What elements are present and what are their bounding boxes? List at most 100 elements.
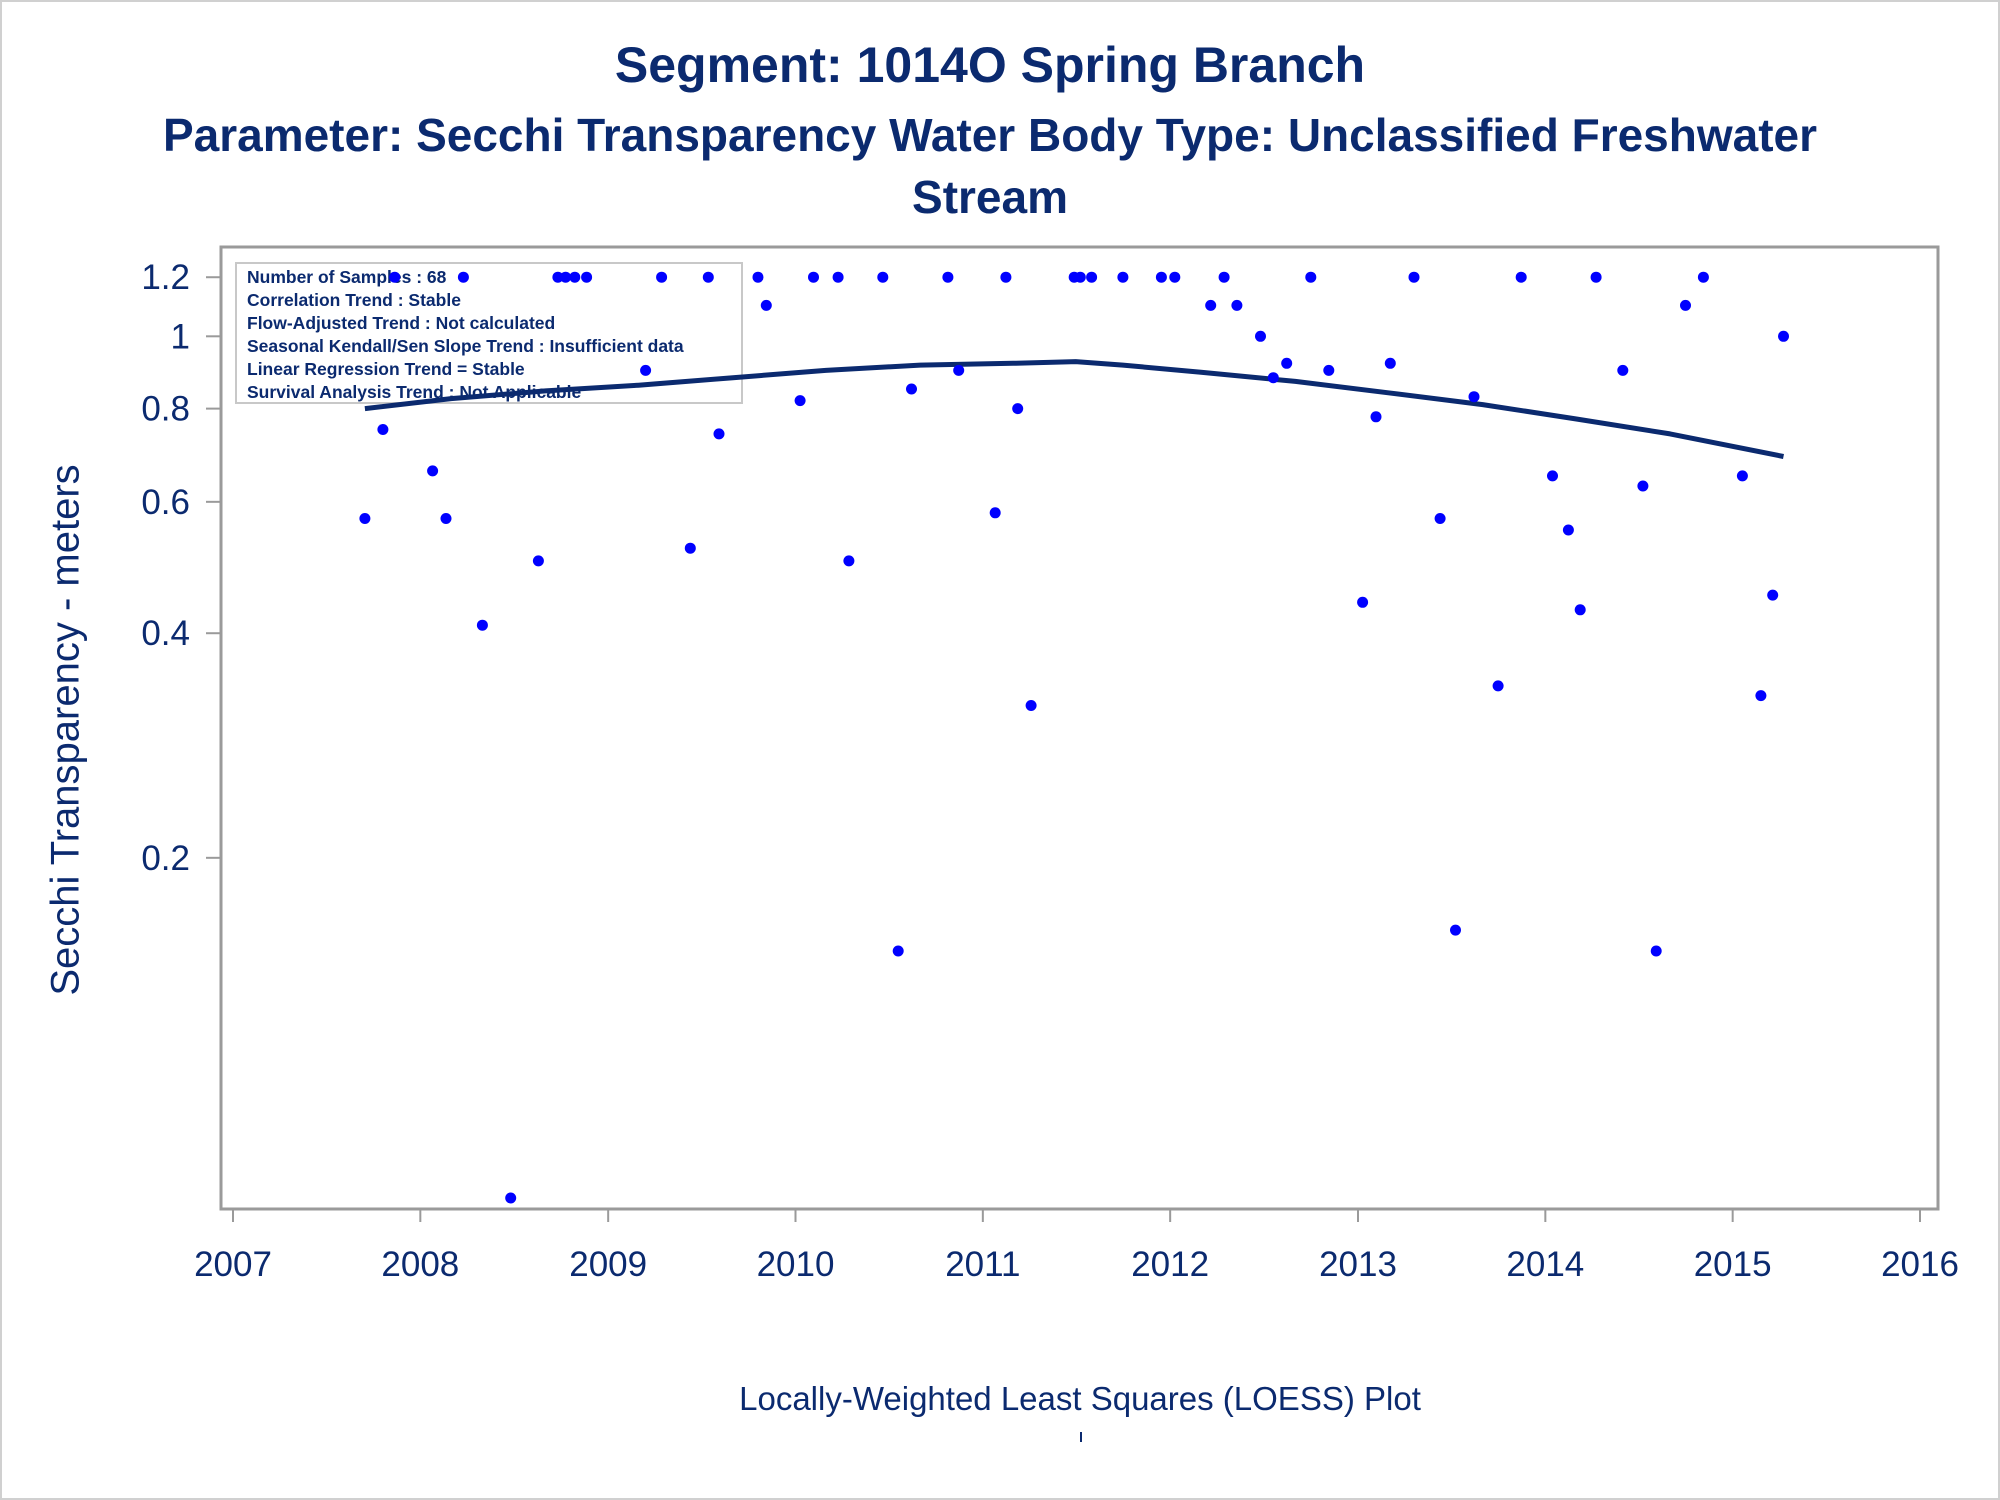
data-point bbox=[1755, 690, 1767, 702]
data-point bbox=[1492, 680, 1504, 692]
loess-line bbox=[364, 359, 1784, 459]
data-point bbox=[1370, 411, 1382, 423]
data-point bbox=[1697, 271, 1709, 283]
data-point bbox=[1767, 589, 1779, 601]
data-point bbox=[1025, 700, 1037, 711]
x-tick-label: 2011 bbox=[945, 1245, 1020, 1284]
data-point bbox=[752, 271, 764, 283]
data-point bbox=[1547, 470, 1558, 482]
data-point bbox=[1778, 330, 1789, 342]
data-point bbox=[1357, 596, 1369, 608]
x-tick-label: 2012 bbox=[1131, 1245, 1209, 1284]
plot-caption: Locally-Weighted Least Squares (LOESS) P… bbox=[739, 1380, 1421, 1417]
data-point bbox=[1012, 403, 1024, 415]
data-point bbox=[877, 271, 889, 283]
x-tick-label: 2010 bbox=[757, 1245, 835, 1284]
data-point bbox=[1231, 299, 1243, 311]
y-tick-label: 0.2 bbox=[141, 839, 190, 878]
data-point bbox=[892, 945, 904, 957]
data-point bbox=[953, 364, 965, 376]
x-tick-label: 2008 bbox=[381, 1245, 459, 1284]
data-point bbox=[843, 555, 855, 567]
data-point bbox=[427, 465, 439, 477]
stats-line: Correlation Trend : Stable bbox=[247, 290, 461, 310]
data-point bbox=[702, 271, 714, 283]
data-point bbox=[1450, 924, 1461, 936]
loess-series bbox=[364, 359, 1784, 459]
data-point bbox=[581, 271, 593, 283]
data-point bbox=[1086, 271, 1098, 283]
data-point bbox=[1117, 271, 1129, 283]
data-point bbox=[359, 513, 371, 524]
data-point bbox=[1562, 524, 1574, 536]
chart-title: Segment: 1014O Spring Branch bbox=[614, 37, 1366, 93]
data-point bbox=[1434, 513, 1446, 524]
data-point bbox=[1574, 604, 1586, 616]
stats-line: Flow-Adjusted Trend : Not calculated bbox=[247, 313, 555, 333]
data-point bbox=[713, 428, 725, 440]
data-point bbox=[1000, 271, 1012, 283]
data-point bbox=[532, 555, 544, 567]
data-point bbox=[560, 271, 572, 283]
x-tick-label: 2014 bbox=[1506, 1245, 1584, 1284]
data-point bbox=[1736, 470, 1748, 482]
data-point bbox=[1637, 480, 1649, 492]
data-point bbox=[1680, 299, 1691, 311]
caption-mark bbox=[1080, 1432, 1082, 1442]
stats-box-border bbox=[235, 262, 743, 404]
data-point bbox=[569, 271, 581, 283]
data-point bbox=[1281, 357, 1293, 369]
data-point bbox=[476, 619, 488, 631]
data-point bbox=[794, 395, 806, 407]
stats-line: Number of Samples : 68 bbox=[247, 267, 447, 287]
stats-line: Seasonal Kendall/Sen Slope Trend : Insuf… bbox=[247, 336, 684, 356]
data-point bbox=[1218, 271, 1230, 283]
data-point bbox=[457, 271, 469, 283]
data-point bbox=[1590, 271, 1602, 283]
data-point bbox=[808, 271, 819, 283]
x-tick-label: 2016 bbox=[1881, 1245, 1959, 1284]
data-point bbox=[1074, 271, 1086, 283]
y-axis: 0.2 0.4 0.6 0.8 1 1.2 bbox=[141, 258, 221, 878]
x-axis: 2007 2008 2009 2010 2011 2012 2013 2014 2015 2016 bbox=[194, 1209, 1959, 1284]
data-point bbox=[552, 271, 564, 283]
data-point bbox=[377, 424, 389, 435]
data-point bbox=[640, 364, 652, 376]
x-tick-label: 2007 bbox=[194, 1245, 272, 1284]
data-point bbox=[684, 542, 696, 554]
data-point bbox=[505, 1192, 517, 1204]
x-tick-label: 2009 bbox=[569, 1245, 647, 1284]
data-point bbox=[1305, 271, 1317, 283]
data-point bbox=[906, 383, 917, 395]
data-point bbox=[656, 271, 668, 283]
x-tick-label: 2015 bbox=[1694, 1245, 1772, 1284]
data-point bbox=[1617, 364, 1629, 376]
y-tick-label: 1.2 bbox=[141, 258, 190, 297]
y-tick-label: 0.4 bbox=[141, 614, 190, 653]
sample-points bbox=[359, 271, 1789, 1204]
data-point bbox=[942, 271, 954, 283]
data-point bbox=[389, 271, 401, 283]
stats-line: Linear Regression Trend = Stable bbox=[247, 359, 525, 379]
data-point bbox=[1384, 357, 1396, 369]
data-point bbox=[1650, 945, 1662, 957]
data-point bbox=[1267, 372, 1279, 384]
data-point bbox=[1205, 299, 1217, 311]
y-tick-label: 0.8 bbox=[141, 390, 190, 429]
data-point bbox=[1169, 271, 1181, 283]
data-point bbox=[832, 271, 844, 283]
y-tick-label: 1 bbox=[171, 317, 190, 356]
plot-area-border bbox=[219, 245, 1940, 1211]
y-tick-label: 0.6 bbox=[141, 483, 190, 522]
data-point bbox=[1515, 271, 1527, 283]
data-point bbox=[1408, 271, 1420, 283]
data-point bbox=[989, 507, 1001, 519]
chart-subtitle: Parameter: Secchi Transparency Water Bod… bbox=[162, 109, 1818, 223]
data-point bbox=[760, 299, 772, 311]
data-point bbox=[1468, 391, 1480, 403]
data-point bbox=[1323, 364, 1335, 376]
data-point bbox=[1155, 271, 1167, 283]
data-point bbox=[1255, 330, 1266, 342]
